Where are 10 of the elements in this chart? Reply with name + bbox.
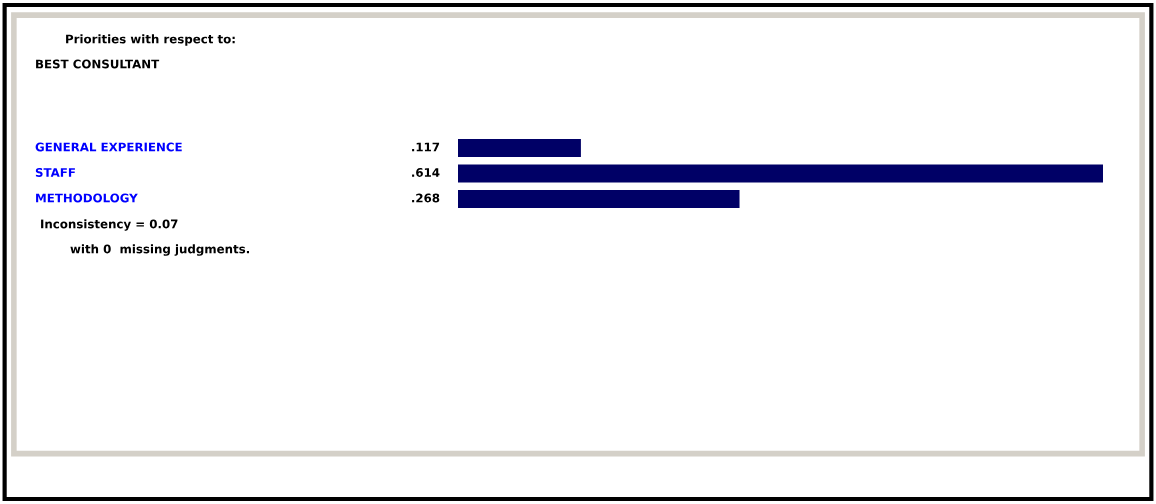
text: with 0 missing judgments. [70,244,249,256]
data-label: .117 [412,142,440,152]
data-label: .268 [412,193,440,203]
text: Inconsistency = 0.07 [41,219,178,231]
text: BEST CONSULTANT [36,59,160,69]
y-tick-label: GENERAL EXPERIENCE [35,142,182,152]
y-tick-label: STAFF [35,168,75,177]
y-tick-label: METHODOLOGY [36,193,138,203]
text: Priorities with respect to: [66,34,235,46]
data-label: .614 [412,168,440,177]
